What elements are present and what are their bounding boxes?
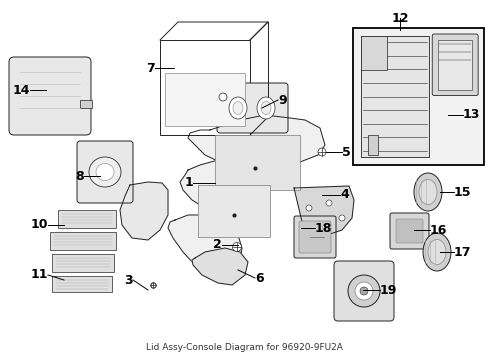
Text: 13: 13: [462, 108, 479, 122]
Text: 19: 19: [379, 284, 397, 297]
Bar: [437, 40, 471, 90]
Text: 7: 7: [146, 62, 155, 75]
FancyBboxPatch shape: [431, 34, 477, 95]
Bar: [367, 135, 377, 154]
Text: 6: 6: [254, 271, 263, 284]
Ellipse shape: [338, 215, 345, 221]
Text: 8: 8: [75, 170, 84, 183]
Polygon shape: [168, 215, 242, 280]
Polygon shape: [192, 248, 247, 285]
Text: 12: 12: [390, 12, 408, 24]
FancyBboxPatch shape: [217, 83, 287, 133]
Bar: [198, 185, 269, 237]
Text: 10: 10: [30, 219, 48, 231]
Text: 18: 18: [314, 221, 332, 234]
Text: 15: 15: [453, 185, 470, 198]
Text: 3: 3: [124, 274, 133, 287]
FancyBboxPatch shape: [298, 221, 330, 253]
Bar: [360, 36, 386, 70]
Ellipse shape: [427, 239, 445, 265]
Text: 9: 9: [278, 94, 286, 107]
Text: 4: 4: [339, 189, 348, 202]
Ellipse shape: [354, 282, 372, 300]
Ellipse shape: [89, 157, 121, 187]
Ellipse shape: [261, 102, 270, 114]
Text: 11: 11: [30, 269, 48, 282]
Ellipse shape: [257, 97, 274, 119]
Ellipse shape: [422, 233, 450, 271]
Ellipse shape: [232, 102, 243, 114]
Text: Lid Assy-Console Diagram for 96920-9FU2A: Lid Assy-Console Diagram for 96920-9FU2A: [146, 343, 342, 352]
Bar: [80, 100, 92, 108]
Ellipse shape: [325, 200, 331, 206]
Ellipse shape: [232, 243, 241, 252]
Bar: [164, 73, 244, 126]
Text: 14: 14: [13, 84, 30, 96]
FancyBboxPatch shape: [395, 219, 422, 243]
Text: 2: 2: [213, 238, 222, 252]
Bar: [352, 28, 483, 165]
FancyBboxPatch shape: [389, 213, 428, 249]
Bar: [58, 210, 116, 228]
Text: 17: 17: [453, 246, 470, 258]
Ellipse shape: [347, 275, 379, 307]
Polygon shape: [187, 115, 325, 170]
Polygon shape: [293, 186, 353, 236]
Text: 1: 1: [184, 176, 193, 189]
Ellipse shape: [359, 287, 367, 295]
Ellipse shape: [418, 180, 436, 204]
Ellipse shape: [219, 93, 226, 101]
Text: 5: 5: [341, 145, 350, 158]
Ellipse shape: [305, 205, 311, 211]
Ellipse shape: [96, 163, 114, 180]
FancyBboxPatch shape: [293, 216, 335, 258]
Ellipse shape: [413, 173, 441, 211]
Polygon shape: [180, 158, 267, 220]
Bar: [160, 40, 249, 135]
Bar: [50, 232, 116, 250]
Bar: [215, 135, 299, 190]
FancyBboxPatch shape: [77, 141, 133, 203]
Text: 16: 16: [429, 224, 447, 237]
FancyBboxPatch shape: [9, 57, 91, 135]
FancyBboxPatch shape: [333, 261, 393, 321]
Ellipse shape: [317, 148, 325, 156]
Ellipse shape: [228, 97, 246, 119]
Polygon shape: [120, 182, 168, 240]
Bar: [52, 276, 112, 292]
Bar: [360, 36, 428, 157]
Bar: [52, 254, 114, 272]
